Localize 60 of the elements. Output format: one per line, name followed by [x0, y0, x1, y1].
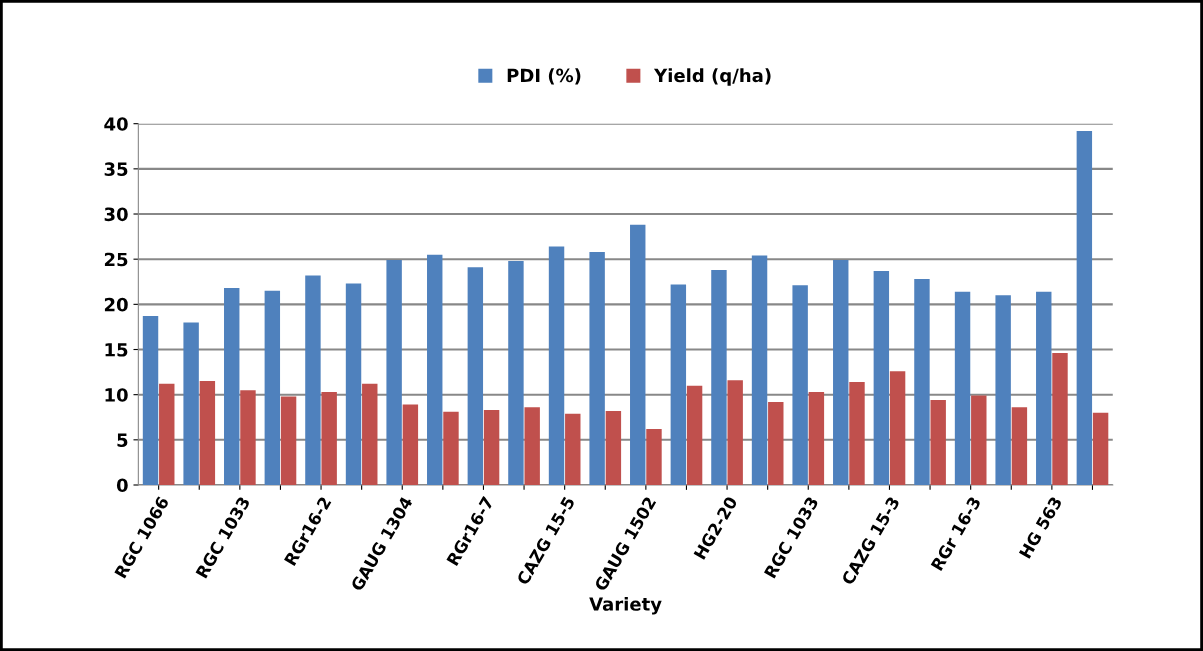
bar [1011, 407, 1028, 485]
y-tick-label: 20 [104, 297, 128, 312]
bar [1076, 130, 1093, 485]
bar [808, 391, 825, 485]
y-tick-label: 25 [104, 252, 128, 267]
bar [508, 260, 524, 485]
bar [711, 270, 727, 485]
bar [751, 255, 768, 485]
bar [183, 322, 199, 485]
bar [240, 390, 256, 485]
y-tick-label: 30 [104, 207, 128, 222]
bar [305, 275, 321, 485]
bar [280, 396, 297, 485]
bar [224, 288, 240, 485]
bar [524, 407, 540, 485]
bar [686, 385, 703, 485]
bar [630, 224, 646, 485]
bar [589, 251, 605, 485]
bar [1036, 291, 1052, 485]
bar [670, 284, 687, 485]
bar [971, 395, 987, 485]
bar [792, 285, 808, 485]
bar [1092, 412, 1109, 485]
x-axis-title: Variety [589, 596, 662, 615]
bar [646, 428, 662, 485]
y-tick-label: 0 [116, 478, 128, 493]
y-tick-label: 35 [104, 162, 128, 176]
bar [548, 246, 565, 485]
bar [402, 404, 419, 485]
bar [483, 410, 500, 485]
legend-label: PDI (%) [507, 68, 581, 85]
bar [142, 316, 159, 485]
bar [849, 382, 865, 485]
bar [362, 383, 378, 485]
bar [345, 283, 362, 485]
y-tick-label: 40 [104, 117, 128, 131]
bar [727, 380, 743, 485]
bar [321, 391, 337, 485]
bar [565, 413, 581, 485]
bar [443, 411, 459, 485]
bar [605, 410, 622, 485]
bar [954, 291, 971, 485]
bar [930, 400, 946, 485]
bar [386, 260, 402, 485]
y-tick-label: 10 [105, 388, 128, 402]
bar [995, 295, 1011, 485]
bar [873, 270, 890, 485]
bar [467, 267, 484, 485]
legend-label: Yield (q/ha) [653, 68, 771, 86]
bar [768, 401, 784, 485]
bar [889, 371, 906, 485]
bar [914, 279, 930, 485]
bar [264, 290, 281, 485]
bar [833, 260, 849, 485]
y-tick-label: 5 [117, 433, 128, 447]
y-tick-label: 15 [105, 343, 128, 357]
bar [427, 254, 443, 485]
bar [1052, 353, 1068, 485]
bar [159, 383, 175, 485]
bar [199, 381, 216, 485]
